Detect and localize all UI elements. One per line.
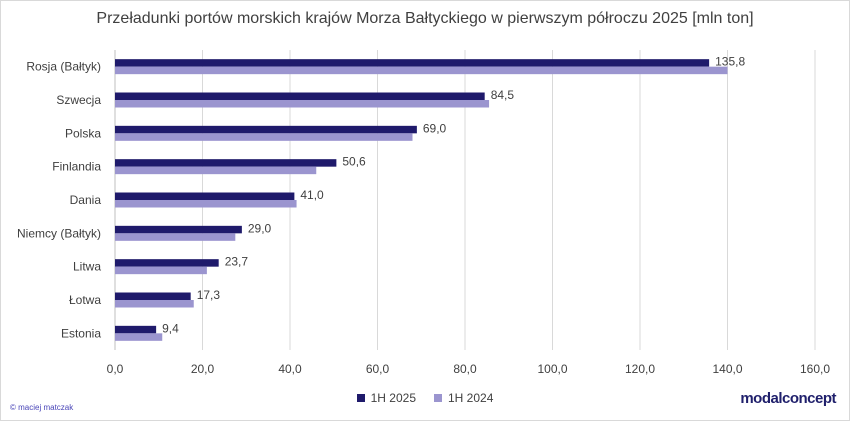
category-label: Szwecja [56,93,101,107]
category-label: Finlandia [52,160,101,174]
category-label: Litwa [73,260,101,274]
bar-1h-2025 [115,92,485,100]
x-tick-label: 160,0 [800,362,830,376]
data-label: 29,0 [248,221,272,235]
legend-label-2024: 1H 2024 [448,391,494,405]
bar-1h-2025 [115,259,219,267]
bar-1h-2024 [115,266,207,275]
category-label: Łotwa [69,293,101,307]
chart-legend: 1H 2025 1H 2024 [0,391,850,405]
bar-1h-2024 [115,333,163,341]
data-label: 84,5 [491,88,515,102]
x-tick-label: 20,0 [191,362,215,376]
bar-1h-2025 [115,59,710,67]
bar-1h-2025 [115,292,191,300]
bar-1h-2025 [115,325,157,334]
data-label: 41,0 [300,188,324,202]
bar-1h-2025 [115,192,295,200]
legend-item-2024: 1H 2024 [434,391,493,405]
bar-1h-2025 [115,125,417,134]
x-tick-label: 80,0 [453,362,477,376]
category-label: Estonia [61,326,101,340]
legend-swatch-2025 [356,394,365,402]
bar-1h-2024 [115,166,317,175]
bar-1h-2024 [115,233,236,241]
legend-item-2025: 1H 2025 [356,391,416,405]
bar-1h-2025 [115,225,242,234]
data-label: 17,3 [197,288,221,302]
x-tick-label: 0,0 [107,362,124,376]
copyright-note: © maciej matczak [10,403,74,412]
category-label: Polska [65,126,101,140]
bar-1h-2025 [115,159,337,167]
category-label: Niemcy (Bałtyk) [17,226,101,240]
data-label: 135,8 [715,55,745,69]
x-tick-label: 140,0 [712,362,742,376]
brand-logo: modalconcept [740,390,836,407]
data-label: 9,4 [162,321,179,335]
data-label: 50,6 [342,155,366,169]
data-label: 69,0 [423,121,447,135]
x-tick-label: 60,0 [366,362,390,376]
legend-swatch-2024 [434,394,442,402]
chart-title: Przeładunki portów morskich krajów Morza… [96,10,754,27]
bar-1h-2024 [115,66,728,75]
bar-1h-2024 [115,100,490,108]
bar-1h-2024 [115,300,194,308]
bar-1h-2024 [115,200,297,208]
legend-label-2025: 1H 2025 [370,391,416,405]
bar-1h-2024 [115,133,413,141]
x-tick-label: 100,0 [537,362,567,376]
x-tick-label: 40,0 [278,362,302,376]
data-label: 23,7 [225,255,249,269]
category-label: Dania [70,193,102,207]
x-tick-label: 120,0 [625,362,655,376]
category-label: Rosja (Bałtyk) [26,60,101,74]
